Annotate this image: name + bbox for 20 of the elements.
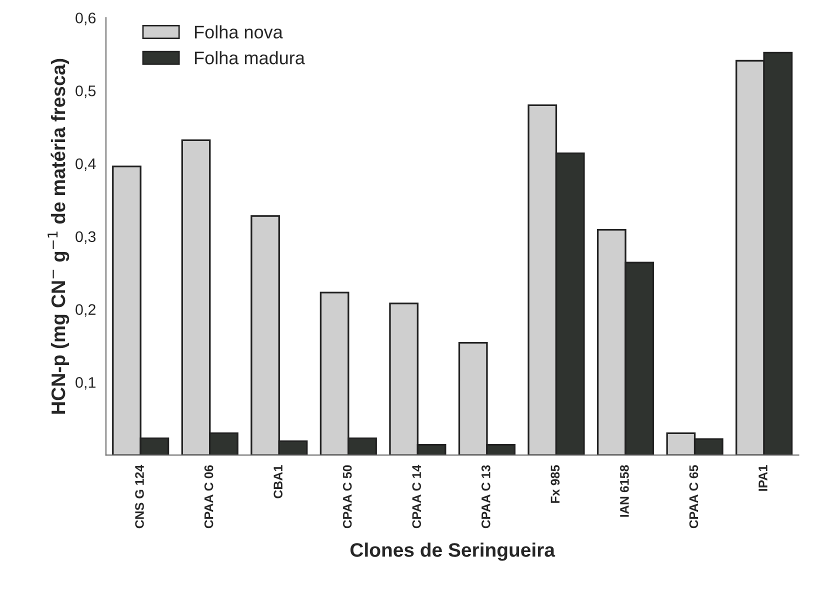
x-tick-label: CPAA C 50 [342, 465, 352, 528]
y-tick-label: 0,5 [76, 85, 96, 98]
legend-label: Folha madura [195, 51, 305, 64]
x-tick-label: CPAA C 13 [481, 465, 490, 528]
x-tick-label: CNS G 124 [135, 464, 144, 528]
x-tick-label: CPAA C 14 [412, 464, 422, 528]
y-axis-title: HCN-p (mg CN$^{−}$ g$^{−1}$ de matéria fresca) [48, 58, 70, 414]
x-tick-label: IAN 6158 [620, 465, 629, 517]
x-tick-label: CBA1 [274, 465, 282, 498]
x-tick-label: Fx 985 [550, 465, 560, 503]
y-tick-label: 0,6 [76, 12, 96, 26]
y-tick-label: 0,2 [76, 304, 96, 317]
x-tick-label: IPA1 [758, 465, 768, 491]
y-tick-label: 0,3 [76, 231, 96, 244]
x-tick-label: CPAA C 06 [204, 465, 214, 528]
x-tick-label: CPAA C 65 [689, 465, 698, 528]
x-axis-title: Clones de Seringueira [350, 542, 556, 561]
y-tick-label: 0,4 [76, 158, 96, 171]
legend-label: Folha nova [195, 25, 283, 38]
y-tick-label: 0,1 [76, 377, 96, 390]
